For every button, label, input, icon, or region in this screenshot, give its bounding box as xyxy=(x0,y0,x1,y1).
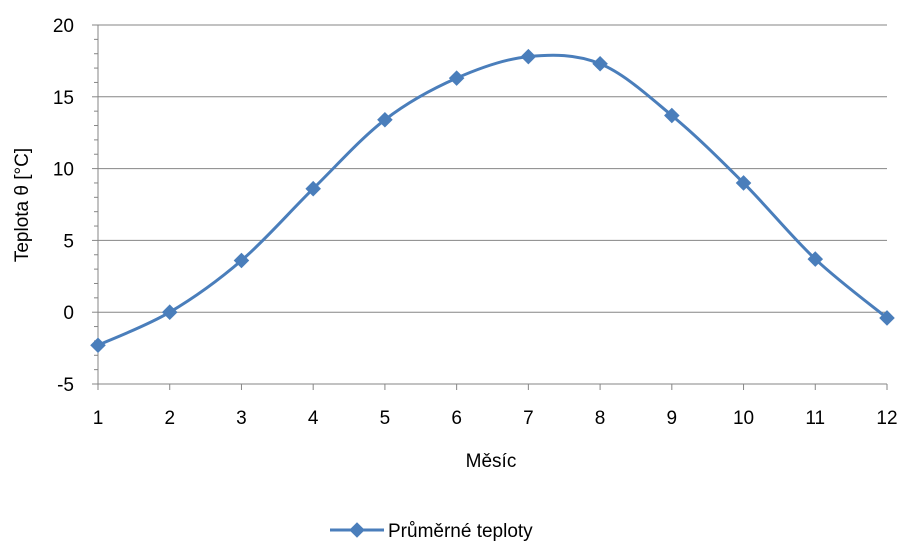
y-tick-label: 0 xyxy=(63,303,74,324)
y-axis-title: Teplota θ [°C] xyxy=(12,148,33,262)
axes xyxy=(92,24,888,390)
x-tick-label: 12 xyxy=(876,408,897,429)
data-point-marker xyxy=(233,252,250,269)
x-tick-label: 10 xyxy=(733,408,754,429)
x-tick-label: 7 xyxy=(523,408,534,429)
x-axis-title: Měsíc xyxy=(466,451,517,472)
legend-diamond-marker xyxy=(349,522,365,538)
x-tick-label: 2 xyxy=(164,408,175,429)
data-point-marker xyxy=(592,55,608,72)
data-markers xyxy=(90,48,895,354)
x-tick-label: 4 xyxy=(308,408,319,429)
data-point-marker xyxy=(735,175,752,191)
data-point-marker xyxy=(520,48,537,65)
y-tick-label: -5 xyxy=(57,375,74,396)
x-tick-label: 11 xyxy=(805,408,825,429)
x-axis-tick-labels: 1 2 3 4 5 6 7 8 9 10 11 12 xyxy=(93,408,898,429)
y-tick-label: 20 xyxy=(53,16,74,37)
data-point-marker xyxy=(161,304,178,320)
data-point-marker xyxy=(90,337,106,354)
x-tick-label: 1 xyxy=(93,408,104,429)
x-tick-label: 6 xyxy=(451,408,462,429)
y-tick-label: 5 xyxy=(63,231,74,252)
data-point-marker xyxy=(448,70,465,86)
series-lines xyxy=(97,53,888,347)
gridlines xyxy=(98,24,887,313)
x-tick-label: 5 xyxy=(380,408,391,429)
legend-label: Průměrné teploty xyxy=(388,521,533,542)
data-point-marker xyxy=(305,180,321,197)
x-tick-label: 3 xyxy=(236,408,247,429)
x-tick-label: 9 xyxy=(667,408,678,429)
legend: Průměrné teploty xyxy=(330,521,533,542)
series-line xyxy=(97,53,888,347)
y-tick-label: 15 xyxy=(53,88,74,109)
y-tick-label: 10 xyxy=(53,160,74,181)
x-tick-label: 8 xyxy=(595,408,606,429)
y-axis-tick-labels: -5 0 5 10 15 20 xyxy=(53,16,74,396)
